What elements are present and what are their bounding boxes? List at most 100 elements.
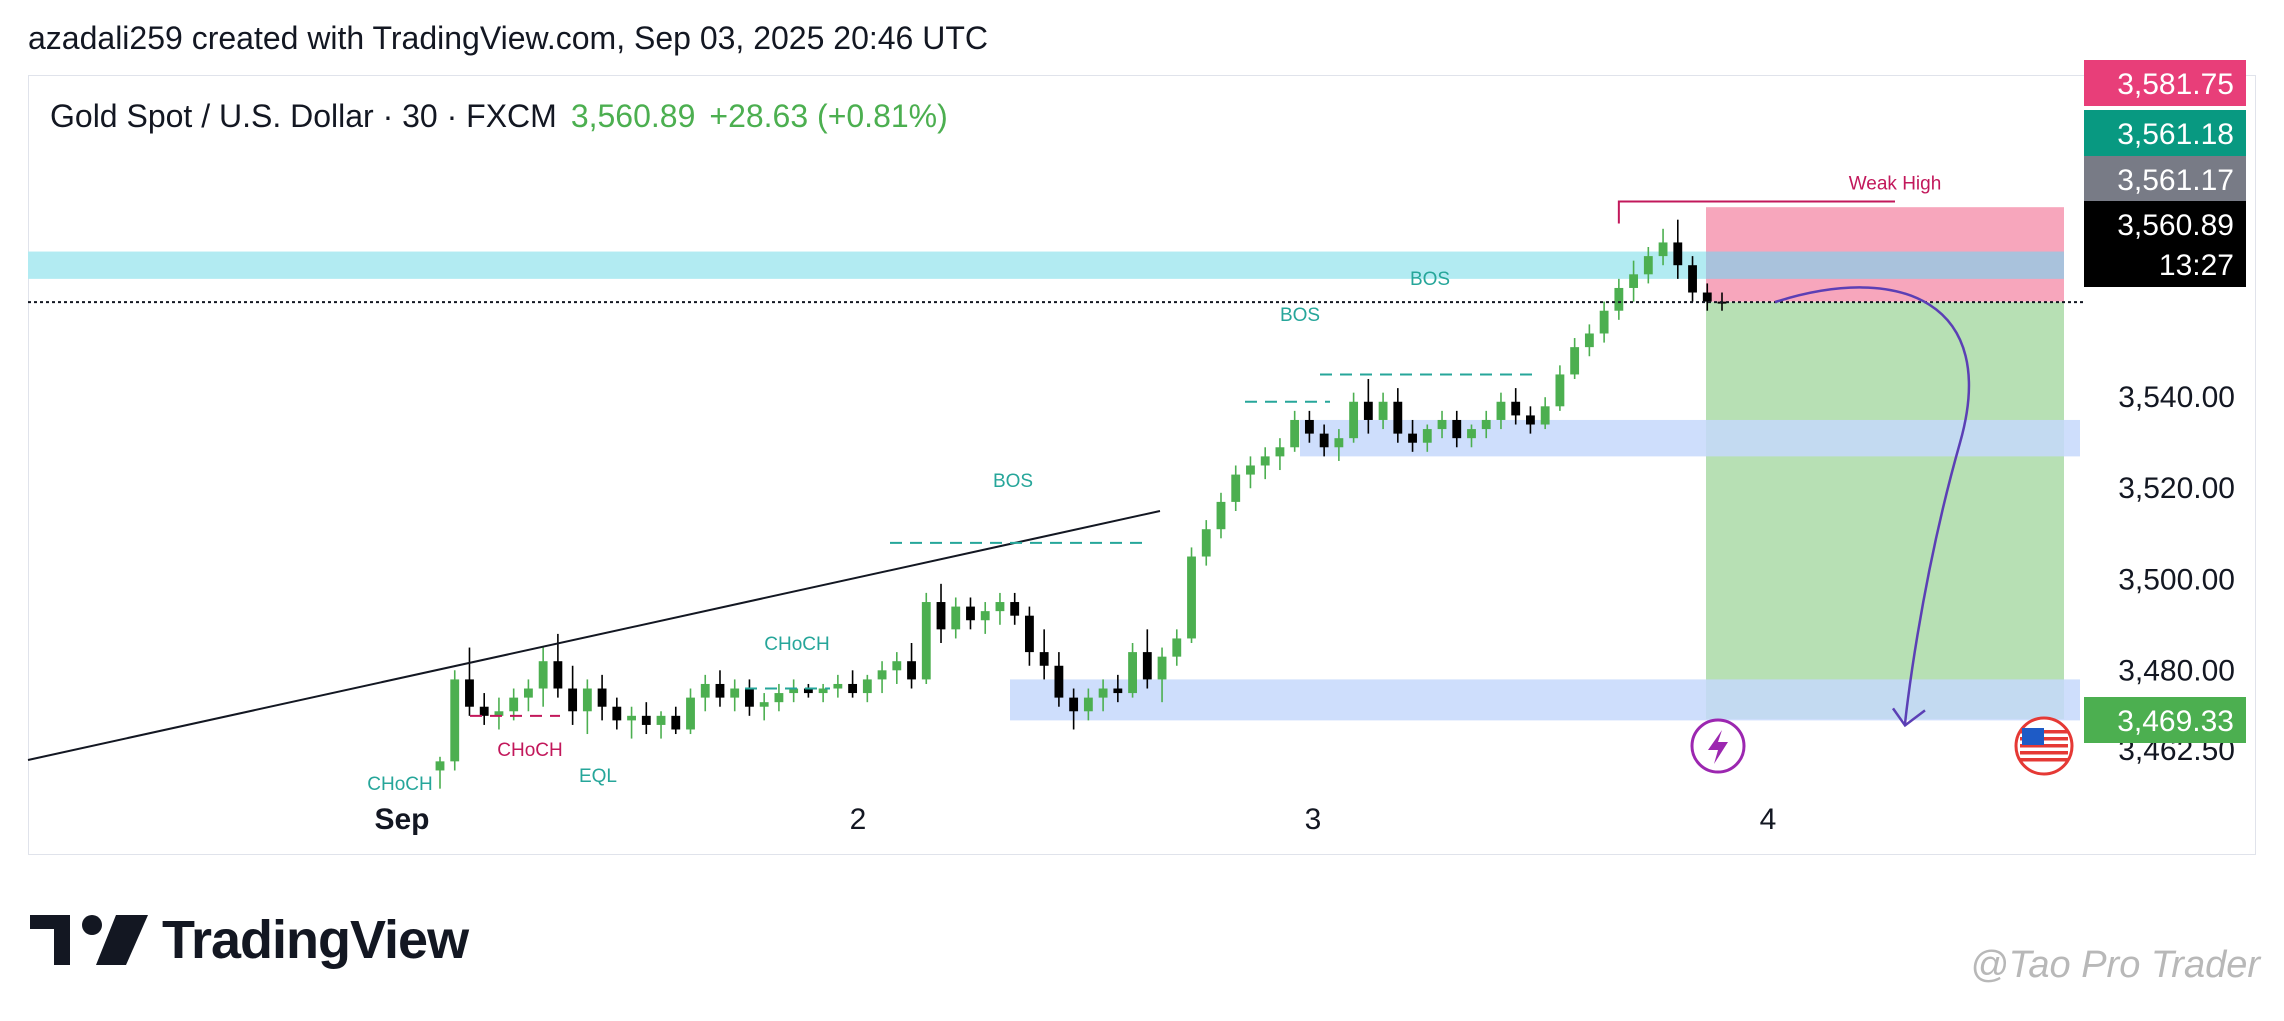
candle (818, 683, 828, 703)
zone-target (1706, 302, 2064, 719)
candle-body (1496, 401, 1506, 420)
candle (435, 756, 445, 789)
candle-body (450, 679, 460, 762)
trendline (27, 510, 1161, 761)
price-tag-bg (2084, 697, 2246, 743)
candle-body (553, 661, 563, 689)
candle (921, 592, 931, 684)
candle-body (921, 602, 931, 680)
candle (612, 697, 622, 730)
candle (862, 674, 872, 703)
candle (450, 670, 460, 771)
candle-body (745, 688, 754, 707)
annotation-label: CHoCH (367, 774, 432, 795)
candle-body (818, 688, 828, 694)
candle (1658, 228, 1668, 266)
candle (877, 661, 887, 694)
candle-body (907, 661, 916, 680)
candle (1422, 424, 1432, 452)
candle (1010, 592, 1020, 625)
candle (1231, 465, 1241, 511)
price-tag-label: 3,560.89 (2117, 209, 2234, 242)
candle (715, 670, 725, 707)
candle (1393, 388, 1403, 443)
price-change: +28.63 (+0.81%) (709, 98, 948, 134)
annotation-label: CHoCH (764, 634, 829, 655)
price-tag-label: 3,561.18 (2117, 118, 2234, 151)
candle-body (1216, 501, 1226, 530)
us-flag-icon (2014, 716, 2074, 776)
candle-body (730, 688, 740, 698)
candle (1555, 365, 1565, 411)
annotation-label: BOS (993, 471, 1033, 492)
candle-body (1584, 333, 1594, 348)
time-tick-label: 4 (1760, 803, 1777, 836)
candle-body (627, 715, 636, 721)
candle-body (1246, 465, 1255, 475)
chart-credit: azadali259 created with TradingView.com,… (28, 20, 988, 56)
candle-body (686, 697, 695, 730)
candle-body (1643, 256, 1653, 275)
candle-body (833, 683, 843, 689)
tradingview-logo-icon (30, 915, 148, 965)
price-tag-label: 3,469.33 (2117, 705, 2234, 738)
candle (1702, 283, 1712, 311)
candle (995, 592, 1005, 625)
time-tick-label: 2 (850, 803, 867, 836)
price-axis: 3,540.003,520.003,500.003,480.003,462.50… (2084, 60, 2246, 767)
candle-body (1599, 310, 1609, 334)
candle (789, 679, 799, 703)
candle (1688, 256, 1697, 302)
candle (597, 674, 607, 721)
candle-body (759, 702, 769, 707)
candle-body (715, 683, 725, 698)
zones-layer (28, 207, 2080, 721)
price-tag-bg (2084, 110, 2246, 156)
candle (538, 647, 548, 707)
candle-body (1187, 556, 1196, 639)
candle-body (1172, 638, 1182, 657)
candle (479, 693, 489, 725)
candle-body (848, 683, 858, 694)
candle (1187, 547, 1196, 643)
tradingview-logo[interactable]: TradingView (30, 905, 469, 975)
candle-body (1142, 652, 1152, 680)
candle (892, 652, 902, 684)
annotation-label: Weak High (1849, 173, 1942, 194)
candle-body (700, 683, 710, 698)
candle-body (980, 611, 990, 621)
candle-body (523, 688, 533, 698)
price-tag-bg (2084, 156, 2246, 202)
candle-body (1422, 429, 1432, 443)
candle-body (671, 715, 681, 730)
candle-body (995, 602, 1005, 612)
candle (1408, 419, 1417, 452)
zone-overlap (1706, 251, 2064, 279)
candle (494, 697, 504, 730)
projection-arrowhead (1891, 707, 1926, 728)
candle (1437, 410, 1447, 439)
price-tag: 3,560.89 13:27 (2084, 201, 2246, 287)
symbol-header[interactable]: Gold Spot / U.S. Dollar · 30 · FXCM 3,560… (50, 98, 948, 135)
candle-body (1614, 287, 1624, 311)
candle-body (877, 670, 887, 680)
candle (1334, 429, 1344, 461)
candle (1083, 688, 1093, 721)
candle (1511, 388, 1521, 425)
candle-body (1378, 401, 1388, 420)
candle (1378, 392, 1388, 430)
candle (1039, 629, 1049, 680)
price-tag-label: 3,581.75 (2117, 68, 2234, 101)
candle-body (612, 706, 622, 721)
candle (1614, 278, 1624, 320)
candle (1629, 260, 1639, 302)
candle (523, 679, 533, 712)
candle-body (1025, 615, 1034, 653)
projection-arrow (1774, 286, 1971, 726)
candle (1157, 647, 1167, 703)
candle (745, 679, 754, 716)
candle-body (966, 606, 975, 621)
price-tag-bg (2084, 60, 2246, 106)
candle-body (1629, 274, 1639, 288)
